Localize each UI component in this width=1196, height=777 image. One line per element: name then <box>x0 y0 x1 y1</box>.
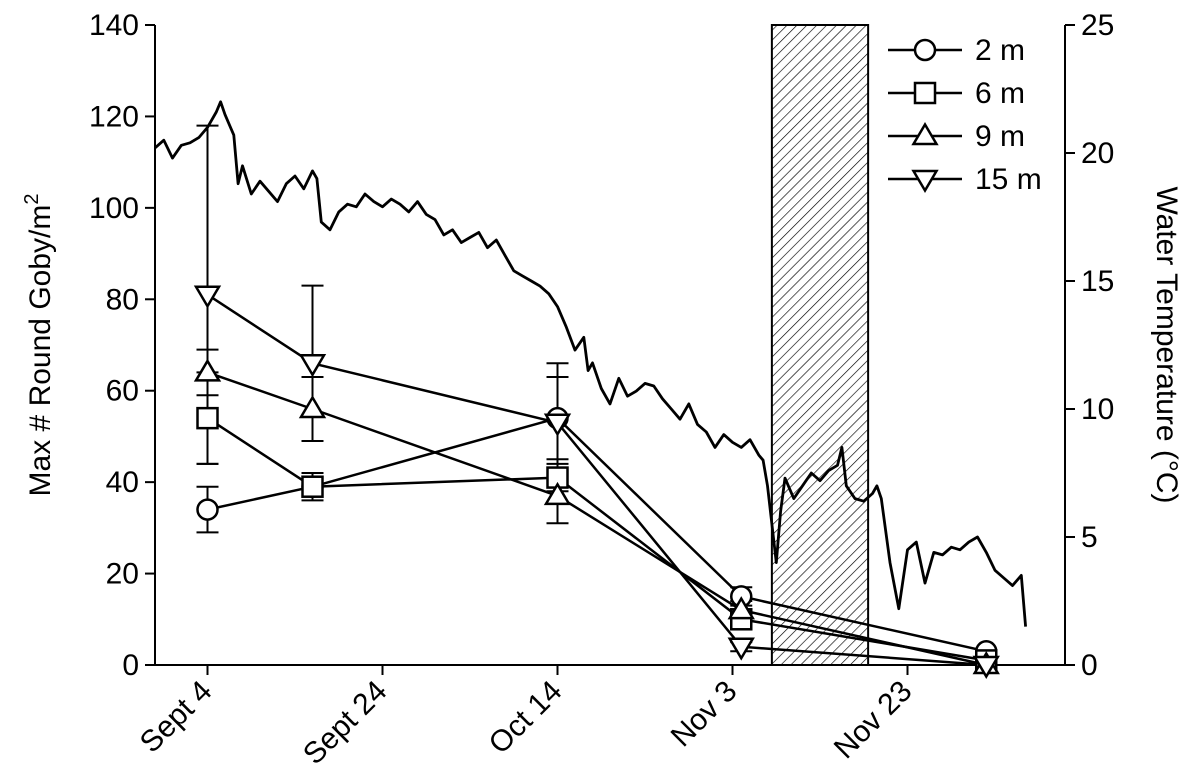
series-line <box>206 293 987 667</box>
data-point <box>196 498 219 521</box>
series-markers-15m <box>193 285 1000 679</box>
y-left-tick-label: 40 <box>106 466 139 499</box>
legend-marker <box>911 122 939 146</box>
data-point <box>301 475 324 498</box>
data-point <box>196 406 219 430</box>
legend-label: 6 m <box>975 77 1025 110</box>
legend-marker <box>913 81 937 105</box>
legend-label: 9 m <box>975 120 1025 153</box>
y-right-tick-label: 5 <box>1081 521 1098 554</box>
data-point <box>727 637 755 661</box>
x-tick-label: Nov 3 <box>665 675 744 754</box>
series-markers-2m <box>196 406 998 663</box>
legend-marker <box>911 169 939 193</box>
x-tick-label: Sept 4 <box>134 675 219 760</box>
data-point <box>298 395 327 419</box>
data-point <box>193 285 222 309</box>
y-right-tick-label: 25 <box>1081 9 1114 42</box>
data-point <box>727 596 755 620</box>
y-left-tick-label: 0 <box>122 649 139 682</box>
y-right-tick-label: 15 <box>1081 265 1114 298</box>
data-point <box>193 358 222 382</box>
temperature-layer <box>154 100 1027 627</box>
data-point <box>972 655 1000 679</box>
legend: 2 m 6 m 9 m 15 m <box>888 34 1042 196</box>
legend-label: 2 m <box>975 34 1025 67</box>
y-axis-left-title-sup: 2 <box>21 194 43 205</box>
y-right-tick-label: 20 <box>1081 137 1114 170</box>
y-left-tick-label: 80 <box>106 283 139 316</box>
series-markers-6m <box>196 406 998 672</box>
legend-marker <box>913 38 937 62</box>
series-line <box>207 416 987 653</box>
data-point <box>298 354 327 378</box>
shaded-period-region <box>770 24 870 666</box>
temperature-line <box>154 100 1027 627</box>
y-left-tick-label: 100 <box>89 192 139 225</box>
x-tick-label: Oct 14 <box>483 675 569 761</box>
y-left-tick-label: 120 <box>89 100 139 133</box>
y-left-tick-label: 20 <box>106 558 139 591</box>
series-layer <box>193 124 1000 679</box>
y-right-tick-label: 10 <box>1081 393 1114 426</box>
y-left-tick-label: 60 <box>106 375 139 408</box>
y-axis-left-title: Max # Round Goby/m2 <box>21 194 57 497</box>
y-left-tick-label: 140 <box>89 9 139 42</box>
legend-label: 15 m <box>975 163 1042 196</box>
data-point <box>543 481 572 506</box>
y-axis-left-title-main: Max # Round Goby/m <box>24 205 57 497</box>
y-axis-right-title: Water Temperature (°C) <box>1150 186 1183 503</box>
x-tick-label: Sept 24 <box>297 675 393 771</box>
data-point <box>543 413 572 437</box>
x-tick-label: Nov 23 <box>828 675 919 766</box>
y-right-tick-label: 0 <box>1081 649 1098 682</box>
svg-text:Max # Round Goby/m2: Max # Round Goby/m2 <box>21 194 57 497</box>
